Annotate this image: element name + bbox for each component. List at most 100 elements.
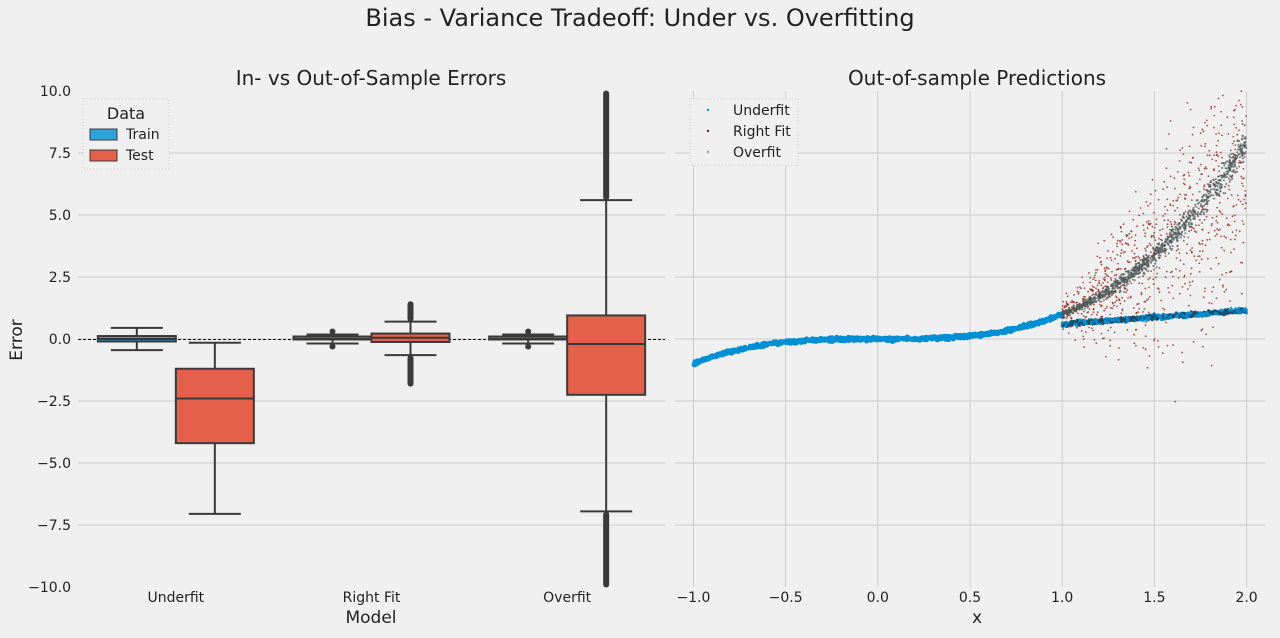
- overfit-point: [1088, 300, 1091, 303]
- overfit-point: [1095, 293, 1098, 296]
- overfit-point: [1237, 153, 1240, 156]
- overfit-point: [1166, 242, 1169, 245]
- right-fit-point: [1109, 313, 1112, 316]
- right-fit-point: [1203, 167, 1206, 170]
- right-fit-point: [1065, 305, 1068, 308]
- right-fit-point: [1238, 129, 1240, 132]
- right-fit-point: [1229, 238, 1232, 241]
- right-fit-point: [1071, 299, 1073, 302]
- right-fit-point: [1182, 153, 1185, 156]
- underfit-point: [1186, 311, 1190, 315]
- overfit-point: [1233, 140, 1236, 143]
- overfit-point: [1137, 272, 1140, 275]
- right-fit-point: [1189, 186, 1192, 189]
- right-fit-point: [1125, 242, 1128, 245]
- overfit-point: [1167, 252, 1170, 255]
- train-point: [754, 344, 760, 350]
- right-fit-point: [1218, 209, 1221, 212]
- overfit-point: [1183, 216, 1185, 219]
- right-fit-point: [1240, 292, 1243, 295]
- right-fit-point: [1088, 326, 1090, 329]
- overfit-point: [1089, 296, 1092, 299]
- right-fit-point: [1166, 198, 1169, 201]
- overfit-point: [1068, 307, 1071, 310]
- right-fit-point: [1177, 248, 1180, 251]
- right-fit-point: [1107, 275, 1110, 277]
- right-fit-point: [1116, 254, 1119, 256]
- right-fit-point: [1241, 262, 1244, 264]
- right-fit-point: [1194, 230, 1196, 233]
- right-fit-point: [1188, 174, 1191, 177]
- right-fit-point: [1238, 159, 1241, 162]
- right-fit-point: [1065, 302, 1068, 305]
- overfit-point: [1235, 154, 1237, 157]
- overfit-point: [1134, 263, 1137, 266]
- right-fit-point: [1094, 279, 1097, 282]
- right-fit-point: [1177, 277, 1180, 279]
- overfit-point: [1241, 138, 1244, 141]
- train-point: [948, 335, 955, 341]
- right-fit-point: [1175, 249, 1178, 252]
- right-fit-point: [1161, 352, 1164, 354]
- right-fit-point: [1174, 209, 1176, 212]
- right-fit-point: [1165, 321, 1167, 324]
- right-fit-point: [1189, 272, 1192, 275]
- right-fit-point: [1147, 204, 1149, 207]
- right-fit-point: [1204, 142, 1207, 145]
- overfit-point: [1177, 227, 1180, 230]
- overfit-point: [1111, 292, 1114, 295]
- overfit-point: [1180, 233, 1182, 236]
- underfit-point: [1198, 312, 1203, 316]
- right-fit-point: [1242, 241, 1245, 244]
- train-point: [966, 332, 972, 338]
- right-fit-point: [1140, 291, 1143, 294]
- underfit-point: [1074, 320, 1078, 324]
- overfit-point: [1163, 247, 1165, 250]
- overfit-point: [1170, 230, 1173, 233]
- right-fit-point: [1237, 198, 1240, 201]
- right-fit-point: [1172, 297, 1175, 300]
- right-fit-point: [1092, 308, 1095, 311]
- overfit-point: [1187, 221, 1190, 224]
- underfit-point: [1226, 311, 1230, 315]
- right-fit-point: [1127, 297, 1129, 299]
- right-fit-point: [1151, 178, 1154, 181]
- right-fit-point: [1167, 287, 1169, 289]
- right-fit-point: [1142, 311, 1144, 313]
- train-point: [842, 336, 848, 342]
- overfit-point: [1160, 239, 1163, 242]
- right-fit-point: [1233, 238, 1236, 241]
- y-tick-label: −10.0: [28, 580, 71, 596]
- legend-label-train: Train: [125, 127, 160, 143]
- overfit-point: [1133, 279, 1136, 282]
- overfit-point: [1151, 259, 1154, 262]
- overfit-point: [1081, 303, 1084, 306]
- overfit-point: [1148, 260, 1150, 262]
- right-fit-point: [1114, 301, 1116, 304]
- overfit-point: [1081, 299, 1084, 302]
- right-fit-point: [1084, 296, 1086, 298]
- train-point: [709, 353, 716, 359]
- right-fit-point: [1134, 328, 1137, 331]
- right-fit-point: [1164, 205, 1166, 208]
- right-fit-point: [1222, 192, 1225, 195]
- overfit-point: [1206, 201, 1209, 204]
- right-fit-point: [1138, 282, 1140, 284]
- train-point: [884, 337, 890, 344]
- right-fit-point: [1081, 297, 1084, 300]
- series-train-points: [691, 311, 1065, 368]
- right-fit-point: [1210, 364, 1213, 367]
- right-fit-point: [1105, 298, 1107, 301]
- right-fit-point: [1124, 267, 1127, 270]
- right-fit-point: [1076, 290, 1079, 293]
- right-fit-point: [1120, 226, 1122, 229]
- overfit-point: [1098, 295, 1100, 298]
- right-fit-point: [1104, 278, 1106, 281]
- right-fit-point: [1233, 109, 1235, 112]
- right-fit-point: [1111, 270, 1113, 273]
- right-fit-point: [1205, 333, 1207, 336]
- overfit-point: [1189, 226, 1191, 228]
- legend-swatch-test: [89, 149, 118, 162]
- right-fit-point: [1145, 201, 1148, 203]
- overfit-point: [1123, 278, 1126, 281]
